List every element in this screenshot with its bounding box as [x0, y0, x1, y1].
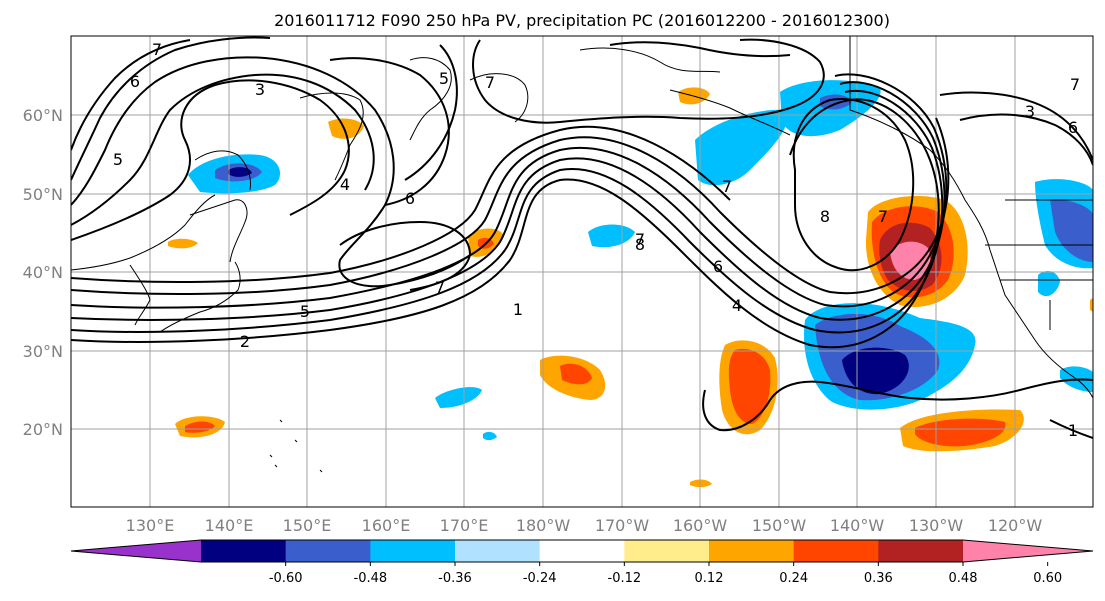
colorbar-tick-label: 0.48	[949, 571, 978, 586]
lon-label: 160°W	[673, 516, 728, 535]
lon-label: 180°W	[516, 516, 571, 535]
colorbar-tick-label: -0.60	[269, 571, 303, 586]
contour-label: 3	[255, 80, 265, 99]
lon-label: 120°W	[988, 516, 1043, 535]
colorbar-extension-low	[71, 540, 201, 562]
lon-label: 150°E	[283, 516, 332, 535]
precipitation-shading	[168, 80, 1093, 488]
colorbar-tick-label: -0.36	[438, 571, 472, 586]
colorbar: -0.60 -0.48 -0.36 -0.24 -0.12 0.12 0.24 0.36 0.4…	[70, 539, 1094, 586]
lat-label-20n: 20°N	[23, 420, 63, 439]
contour-label: 5	[113, 150, 123, 169]
colorbar-tick-label: 0.36	[864, 571, 893, 586]
colorbar-segment	[539, 540, 625, 562]
contour-label: 2	[240, 332, 250, 351]
colorbar-tick-label: -0.48	[354, 571, 388, 586]
contour-label: 7	[1070, 75, 1080, 94]
colorbar-tick-label: -0.12	[608, 571, 642, 586]
contour-label: 7	[635, 230, 645, 249]
lon-label: 150°W	[752, 516, 807, 535]
lat-label-40n: 40°N	[23, 263, 63, 282]
gridlines	[71, 36, 1093, 507]
contour-label: 3	[1025, 102, 1035, 121]
contour-labels: 7 6 5 3 4 6 5 2 7 7 1 7 6 4 8 7 7 6 5 3 …	[113, 40, 1080, 440]
contour-label: 6	[405, 189, 415, 208]
contour-label: 8	[820, 207, 830, 226]
colorbar-segment	[455, 540, 541, 562]
figure-title: 2016011712 F090 250 hPa PV, precipitatio…	[274, 11, 890, 30]
contour-label: 7	[435, 278, 445, 297]
contour-label: 7	[722, 177, 732, 196]
lon-label: 140°E	[205, 516, 254, 535]
contour-label: 5	[300, 302, 310, 321]
colorbar-segment	[201, 540, 287, 562]
lon-label: 130°E	[126, 516, 175, 535]
contour-label: 5	[439, 69, 449, 88]
colorbar-tick-label: -0.24	[523, 571, 557, 586]
contour-label: 7	[152, 40, 162, 59]
colorbar-extension-high	[963, 540, 1093, 562]
lat-label-60n: 60°N	[23, 106, 63, 125]
lon-label: 140°W	[830, 516, 885, 535]
colorbar-segment	[370, 540, 456, 562]
colorbar-tick-label: 0.24	[779, 571, 808, 586]
contour-label: 1	[1068, 421, 1078, 440]
colorbar-segment	[709, 540, 795, 562]
coastlines	[71, 36, 1093, 473]
contour-label: 6	[130, 72, 140, 91]
lon-label: 170°W	[595, 516, 650, 535]
colorbar-segment	[285, 540, 371, 562]
lon-label: 160°E	[362, 516, 411, 535]
latitude-labels: 60°N 50°N 40°N 30°N 20°N	[23, 106, 63, 439]
contour-label: 4	[340, 175, 350, 194]
lon-label: 170°E	[440, 516, 489, 535]
colorbar-segment	[878, 540, 964, 562]
lat-label-50n: 50°N	[23, 185, 63, 204]
colorbar-outline	[70, 539, 1094, 563]
lon-label: 130°W	[909, 516, 964, 535]
colorbar-tick-label: 0.60	[1033, 571, 1062, 586]
map-frame	[70, 35, 1094, 508]
contour-label: 7	[878, 207, 888, 226]
contour-label: 4	[732, 296, 742, 315]
longitude-labels: 130°E 140°E 150°E 160°E 170°E 180°W 170°…	[126, 516, 1043, 535]
lat-label-30n: 30°N	[23, 342, 63, 361]
contour-label: 7	[485, 73, 495, 92]
colorbar-segment	[793, 540, 879, 562]
colorbar-tick-label: 0.12	[695, 571, 724, 586]
pv-contours	[71, 36, 1093, 439]
contour-label: 6	[1068, 118, 1078, 137]
colorbar-segment	[624, 540, 710, 562]
contour-label: 8	[635, 235, 645, 254]
contour-label: 1	[513, 300, 523, 319]
contour-label: 6	[713, 257, 723, 276]
